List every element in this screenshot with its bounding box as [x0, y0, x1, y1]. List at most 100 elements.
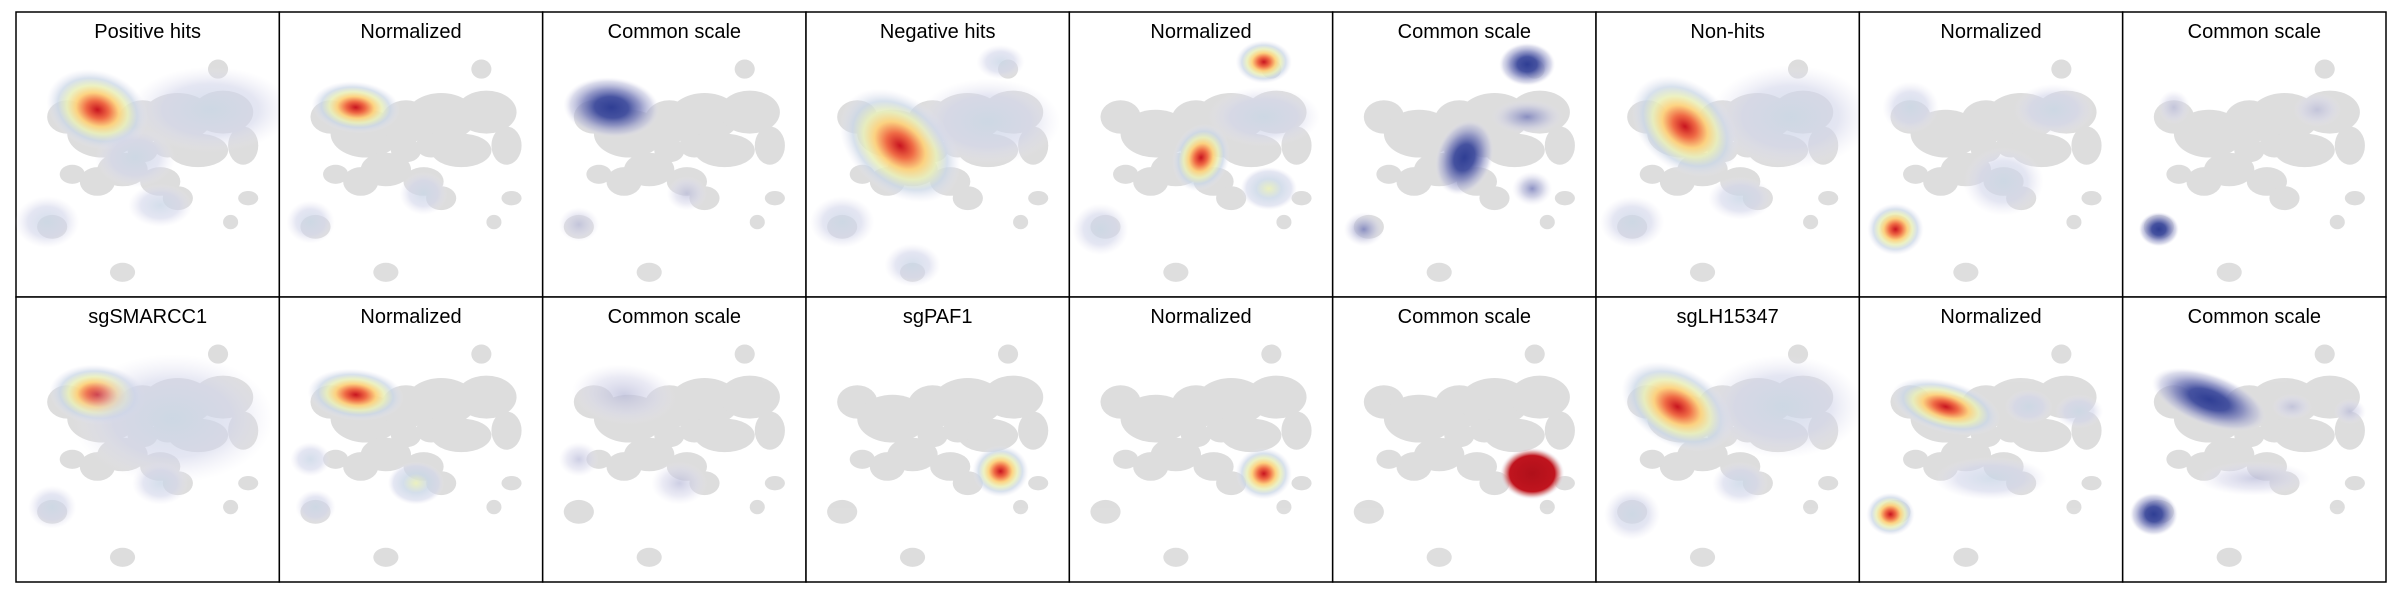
- density-hotspot: [28, 486, 76, 529]
- panel: sgPAF1: [806, 297, 1069, 582]
- cell-cluster: [1540, 215, 1555, 229]
- panel-title: Common scale: [1398, 21, 1531, 43]
- density-hotspot: [651, 462, 707, 505]
- cell-cluster: [1818, 191, 1838, 205]
- cell-cluster: [1545, 126, 1575, 164]
- density-hotspot: [128, 184, 192, 227]
- cell-cluster: [765, 191, 785, 205]
- cell-cluster: [755, 411, 785, 449]
- cell-cluster: [343, 167, 378, 196]
- cell-cluster: [1018, 411, 1048, 449]
- panel-title: Common scale: [2188, 306, 2321, 328]
- panel-title: sgSMARCC1: [88, 306, 207, 328]
- cell-cluster: [486, 500, 501, 514]
- cell-cluster: [2186, 167, 2221, 196]
- density-hotspot: [130, 67, 291, 153]
- panel: Normalized: [1069, 297, 1332, 582]
- density-hotspot: [1241, 167, 1297, 210]
- cell-cluster: [1479, 186, 1509, 210]
- cell-cluster: [2234, 138, 2264, 162]
- cell-cluster: [223, 215, 238, 229]
- cell-cluster: [391, 138, 421, 162]
- panel-title: sgPAF1: [903, 306, 973, 328]
- cell-cluster: [1028, 191, 1048, 205]
- panel-title: Normalized: [360, 21, 461, 43]
- cell-cluster: [750, 215, 765, 229]
- density-hotspot: [2130, 493, 2178, 536]
- cell-cluster: [750, 500, 765, 514]
- cell-cluster: [1690, 263, 1715, 282]
- cell-cluster: [1376, 450, 1401, 469]
- density-hotspot: [2293, 93, 2341, 127]
- cell-cluster: [1545, 411, 1575, 449]
- cell-cluster: [2335, 126, 2365, 164]
- panel: Common scale: [1333, 297, 1596, 582]
- density-hotspot: [1072, 203, 1128, 255]
- cell-cluster: [501, 191, 521, 205]
- cell-cluster: [1660, 452, 1695, 481]
- cell-cluster: [850, 450, 875, 469]
- cell-cluster: [1469, 419, 1499, 443]
- cell-cluster: [1281, 411, 1311, 449]
- density-hotspot: [2272, 394, 2312, 420]
- cell-cluster: [1133, 167, 1168, 196]
- cell-cluster: [2051, 60, 2071, 79]
- cell-cluster: [416, 419, 446, 443]
- cell-cluster: [1818, 476, 1838, 490]
- panel-title: Common scale: [1398, 306, 1531, 328]
- cell-cluster: [1206, 419, 1236, 443]
- density-hotspot: [976, 45, 1024, 79]
- density-hotspot: [810, 196, 874, 248]
- panel-grid: Positive hits Normalized Common scale Negat…: [15, 12, 2386, 582]
- density-hotspot: [972, 445, 1028, 497]
- density-hotspot: [1712, 462, 1768, 505]
- cell-cluster: [391, 423, 421, 447]
- panel-title: Normalized: [1150, 306, 1251, 328]
- density-hotspot: [2198, 461, 2311, 495]
- cell-cluster: [323, 165, 348, 184]
- density-hotspot: [1963, 147, 2043, 216]
- density-hotspot: [1208, 87, 1321, 147]
- density-hotspot: [2158, 90, 2190, 124]
- panel-title: Normalized: [1940, 306, 2041, 328]
- density-hotspot: [295, 490, 335, 524]
- cell-cluster: [2051, 345, 2071, 364]
- panel-title: Non-hits: [1690, 21, 1764, 43]
- cell-cluster: [2081, 191, 2101, 205]
- cell-cluster: [765, 476, 785, 490]
- density-hotspot: [72, 354, 273, 483]
- cell-cluster: [491, 411, 521, 449]
- cell-cluster: [1163, 263, 1188, 282]
- cell-cluster: [2315, 60, 2335, 79]
- panel-title: Normalized: [360, 306, 461, 328]
- density-hotspot: [884, 244, 940, 287]
- cell-cluster: [1113, 165, 1138, 184]
- cell-cluster: [953, 186, 983, 210]
- density-hotspot: [1867, 203, 1923, 255]
- cell-cluster: [1540, 500, 1555, 514]
- cell-cluster: [1427, 263, 1452, 282]
- panel: Normalized: [279, 12, 542, 297]
- cell-cluster: [1923, 167, 1958, 196]
- cell-cluster: [2269, 186, 2299, 210]
- cell-cluster: [1276, 215, 1291, 229]
- density-hotspot: [399, 172, 447, 215]
- cell-cluster: [1803, 215, 1818, 229]
- cell-cluster: [735, 345, 755, 364]
- cell-cluster: [998, 345, 1018, 364]
- density-hotspot: [286, 201, 334, 244]
- cell-cluster: [1903, 450, 1928, 469]
- cell-cluster: [2259, 134, 2289, 158]
- density-hotspot: [1344, 212, 1384, 246]
- cell-cluster: [870, 452, 905, 481]
- cell-cluster: [606, 452, 641, 481]
- panel-title: Negative hits: [880, 21, 996, 43]
- cell-cluster: [1640, 450, 1665, 469]
- cell-cluster: [110, 263, 135, 282]
- density-hotspot: [1882, 82, 1938, 134]
- density-hotspot: [2139, 212, 2179, 246]
- panel-title: Normalized: [1150, 21, 1251, 43]
- cell-cluster: [1133, 452, 1168, 481]
- cell-cluster: [110, 548, 135, 567]
